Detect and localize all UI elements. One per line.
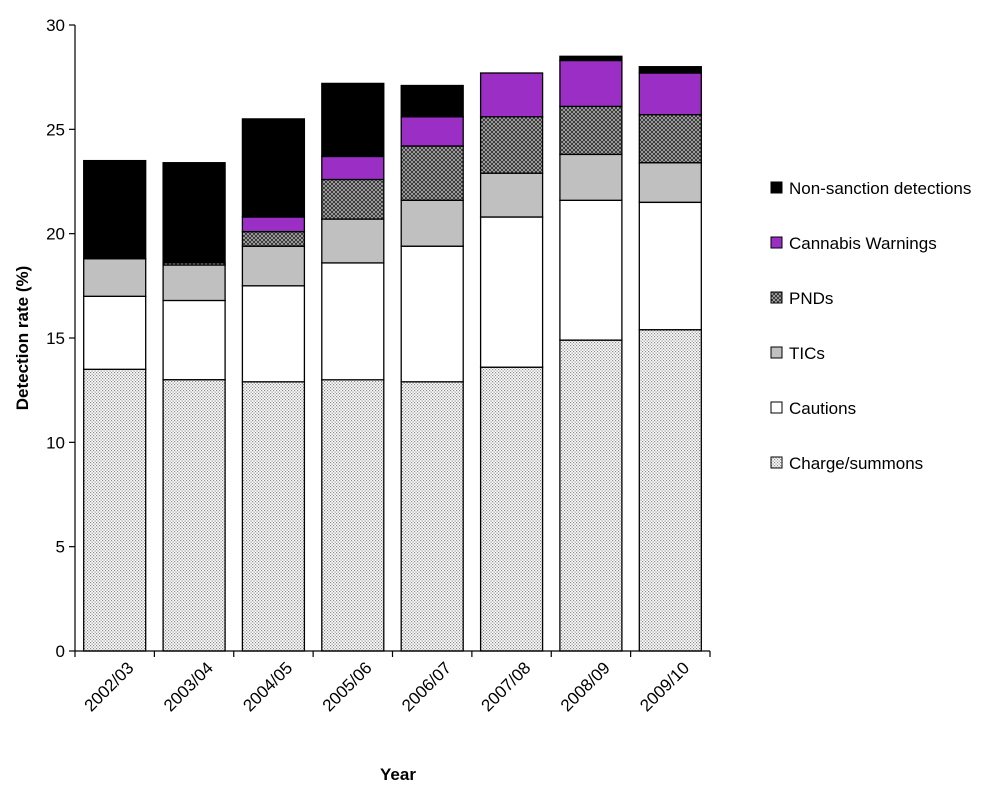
bar-pnds-2005-06 xyxy=(321,178,385,220)
legend-item-pnds: PNDs xyxy=(770,289,833,308)
legend-item-non-sanction-detections: Non-sanction detections xyxy=(770,179,971,198)
bar-non-sanction-detections-2005-06 xyxy=(321,82,385,158)
x-axis-title: Year xyxy=(380,765,416,784)
bar-cautions-2007-08 xyxy=(479,216,544,368)
bar-cautions-2003-04 xyxy=(162,299,226,381)
x-tick-label-2002-03: 2002/03 xyxy=(81,658,138,715)
bar-charge-summons-2002-03 xyxy=(83,368,147,652)
bar-cautions-2008-09 xyxy=(559,199,623,341)
plot-area xyxy=(83,55,702,652)
bar-charge-summons-2003-04 xyxy=(162,379,226,652)
legend-swatch xyxy=(770,181,783,194)
bar-tics-2007-08 xyxy=(479,172,544,218)
bar-non-sanction-detections-2008-09 xyxy=(559,55,623,62)
bar-non-sanction-detections-2009-10 xyxy=(638,66,702,74)
bar-cannabis-warnings-2004-05 xyxy=(241,216,306,233)
legend-item-charge-summons: Charge/summons xyxy=(770,454,923,473)
y-tick-label: 30 xyxy=(46,16,65,35)
bar-cautions-2004-05 xyxy=(241,285,306,383)
legend-item-tics: TICs xyxy=(770,344,825,363)
bar-cautions-2002-03 xyxy=(83,295,147,370)
legend-label: Cautions xyxy=(789,399,856,418)
x-tick-label-2009-10: 2009/10 xyxy=(636,658,693,715)
bar-tics-2008-09 xyxy=(559,153,623,201)
bar-pnds-2007-08 xyxy=(479,116,544,174)
y-tick-label: 5 xyxy=(56,538,65,557)
legend-label: Non-sanction detections xyxy=(789,179,971,198)
bar-non-sanction-detections-2004-05 xyxy=(241,118,306,218)
y-axis: 0 5 10 15 20 25 30 xyxy=(46,16,76,661)
bar-cautions-2006-07 xyxy=(400,245,464,383)
bar-tics-2006-07 xyxy=(400,199,464,247)
legend-swatch xyxy=(770,401,783,414)
legend-label: PNDs xyxy=(789,289,833,308)
bar-charge-summons-2005-06 xyxy=(321,379,385,652)
x-tick-label-2007-08: 2007/08 xyxy=(478,658,535,715)
x-tick-label-2006-07: 2006/07 xyxy=(398,658,455,715)
legend-swatch xyxy=(770,291,783,304)
bar-cannabis-warnings-2006-07 xyxy=(400,116,464,147)
y-tick-label: 15 xyxy=(46,329,65,348)
legend-label: Cannabis Warnings xyxy=(789,234,937,253)
x-axis: 2002/03 2003/04 2004/05 2005/06 2006/07 2007/… xyxy=(74,650,711,715)
bar-pnds-2004-05 xyxy=(241,230,306,247)
bar-pnds-2006-07 xyxy=(400,145,464,201)
bar-non-sanction-detections-2002-03 xyxy=(83,159,147,260)
bar-tics-2002-03 xyxy=(83,258,147,297)
bar-charge-summons-2007-08 xyxy=(479,366,544,652)
legend-label: TICs xyxy=(789,344,825,363)
bar-cannabis-warnings-2007-08 xyxy=(479,72,544,118)
bar-cannabis-warnings-2005-06 xyxy=(321,155,385,181)
bar-cannabis-warnings-2008-09 xyxy=(559,59,623,108)
legend-swatch xyxy=(770,456,783,469)
legend: Non-sanction detections Cannabis Warnings… xyxy=(770,179,971,473)
x-tick-label-2003-04: 2003/04 xyxy=(160,658,217,715)
bar-non-sanction-detections-2003-04 xyxy=(162,162,226,264)
bar-pnds-2008-09 xyxy=(559,105,623,156)
y-axis-title: Detection rate (%) xyxy=(13,266,32,411)
bar-cautions-2005-06 xyxy=(321,262,385,381)
legend-swatch xyxy=(770,236,783,249)
x-tick-label-2005-06: 2005/06 xyxy=(319,658,376,715)
bar-cautions-2009-10 xyxy=(638,201,702,331)
bar-pnds-2009-10 xyxy=(638,114,702,164)
x-tick-label-2008-09: 2008/09 xyxy=(557,658,614,715)
bar-charge-summons-2008-09 xyxy=(559,339,623,652)
legend-swatch xyxy=(770,346,783,359)
legend-label: Charge/summons xyxy=(789,454,923,473)
bar-tics-2004-05 xyxy=(241,245,306,287)
y-tick-label: 20 xyxy=(46,225,65,244)
x-tick-label-2004-05: 2004/05 xyxy=(239,658,296,715)
bar-tics-2009-10 xyxy=(638,162,702,203)
bar-charge-summons-2004-05 xyxy=(241,381,306,652)
y-tick-label: 25 xyxy=(46,120,65,139)
bar-tics-2003-04 xyxy=(162,264,226,302)
bar-charge-summons-2006-07 xyxy=(400,381,464,652)
legend-item-cautions: Cautions xyxy=(770,399,856,418)
y-tick-label: 10 xyxy=(46,433,65,452)
bar-non-sanction-detections-2006-07 xyxy=(400,84,464,118)
y-tick-label: 0 xyxy=(56,642,65,661)
bar-cannabis-warnings-2009-10 xyxy=(638,72,702,116)
bar-tics-2005-06 xyxy=(321,218,385,264)
legend-item-cannabis-warnings: Cannabis Warnings xyxy=(770,234,937,253)
bar-charge-summons-2009-10 xyxy=(638,329,702,652)
